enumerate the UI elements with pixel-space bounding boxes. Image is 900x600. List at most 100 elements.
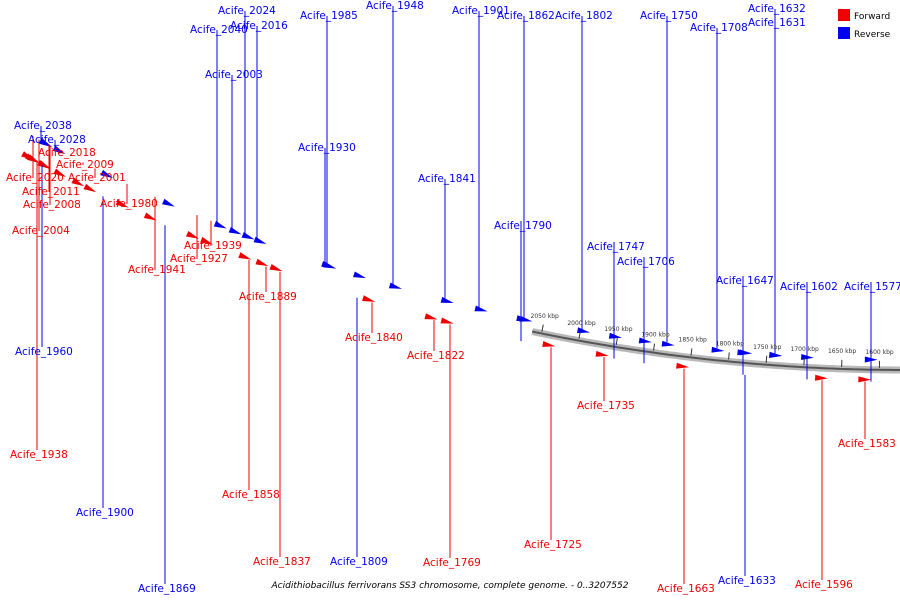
gene-label: Acife_1930 bbox=[298, 142, 356, 154]
gene-label: Acife_1750 bbox=[640, 10, 698, 22]
tick-label: 1600 kbp bbox=[865, 349, 893, 356]
gene-label: Acife_1822 bbox=[407, 350, 465, 362]
forward-gene-arrow bbox=[143, 212, 157, 221]
gene-label: Acife_1980 bbox=[100, 198, 158, 210]
tick-mark bbox=[690, 348, 693, 356]
gene-label: Acife_1583 bbox=[838, 438, 896, 450]
tick-label: 2050 kbp bbox=[531, 313, 559, 320]
reverse-gene-arrow bbox=[353, 271, 367, 279]
gene-label: Acife_1647 bbox=[716, 275, 774, 287]
forward-gene-arrow bbox=[362, 295, 376, 302]
forward-gene-arrow bbox=[814, 374, 828, 381]
gene-label: Acife_1632 bbox=[748, 3, 806, 15]
reverse-gene-arrow bbox=[661, 340, 675, 347]
tick-label: 1800 kbp bbox=[716, 341, 744, 348]
gene-label: Acife_1948 bbox=[366, 0, 424, 12]
legend: Forward Reverse bbox=[838, 9, 891, 40]
gene-label: Acife_1577 bbox=[844, 281, 900, 293]
tick-label: 1700 kbp bbox=[791, 346, 819, 353]
forward-gene-arrow bbox=[38, 160, 51, 170]
gene-label: Acife_1927 bbox=[170, 253, 228, 265]
tick-mark bbox=[541, 324, 544, 332]
tick-mark bbox=[578, 331, 581, 339]
gene-label: Acife_2016 bbox=[230, 20, 288, 32]
forward-gene-arrow bbox=[440, 317, 454, 324]
gene-label: Acife_1706 bbox=[617, 256, 675, 268]
gene-label: Acife_2004 bbox=[12, 225, 70, 237]
reverse-gene-arrow bbox=[739, 349, 753, 356]
gene-label: Acife_1747 bbox=[587, 241, 645, 253]
gene-label: Acife_2038 bbox=[14, 120, 72, 132]
forward-gene-arrow bbox=[238, 252, 252, 260]
gene-label: Acife_1960 bbox=[15, 346, 73, 358]
forward-gene-arrow bbox=[595, 350, 609, 357]
reverse-gene-arrow bbox=[388, 282, 402, 289]
forward-gene-arrow bbox=[200, 236, 214, 245]
gene-label: Acife_1596 bbox=[795, 579, 853, 591]
gene-label: Acife_1841 bbox=[418, 173, 476, 185]
gene-label: Acife_1862 bbox=[497, 10, 555, 22]
reverse-gene-arrow bbox=[711, 346, 725, 353]
gene-label: Acife_1900 bbox=[76, 507, 134, 519]
reverse-gene-arrow bbox=[576, 327, 591, 334]
legend-label-reverse: Reverse bbox=[854, 30, 891, 40]
tick-label: 1750 kbp bbox=[753, 344, 781, 351]
reverse-gene-arrow bbox=[241, 232, 255, 240]
reverse-gene-arrow bbox=[52, 145, 66, 155]
gene-label: Acife_1869 bbox=[138, 583, 196, 595]
gene-label: Acife_1941 bbox=[128, 264, 186, 276]
gene-label: Acife_2040 bbox=[190, 24, 248, 36]
gene-label: Acife_1631 bbox=[748, 17, 806, 29]
forward-gene-arrow bbox=[858, 376, 872, 383]
gene-label: Acife_2024 bbox=[218, 5, 276, 17]
gene-label: Acife_2003 bbox=[205, 69, 263, 81]
gene-label: Acife_2009 bbox=[56, 159, 114, 171]
gene-label: Acife_2008 bbox=[23, 199, 81, 211]
legend-swatch-reverse bbox=[838, 27, 850, 39]
tick-label: 1650 kbp bbox=[828, 348, 856, 355]
forward-gene-arrow bbox=[542, 340, 556, 347]
gene-label: Acife_2011 bbox=[22, 186, 80, 198]
reverse-gene-arrow bbox=[100, 169, 114, 179]
gene-label: Acife_2001 bbox=[68, 172, 126, 184]
reverse-gene-arrow bbox=[213, 220, 227, 229]
kbp-ticks: 2050 kbp 2000 kbp 1950 kbp 1900 kbp 1850 kbp… bbox=[531, 313, 894, 368]
gene-label: Acife_1809 bbox=[330, 556, 388, 568]
gene-labels: Acife_2040 Acife_2024 Acife_2016 Acife_2003… bbox=[6, 0, 900, 595]
tick-mark bbox=[653, 343, 656, 351]
reverse-gene-arrow bbox=[440, 296, 454, 303]
reverse-gene-arrow bbox=[769, 351, 783, 358]
gene-label: Acife_1769 bbox=[423, 557, 481, 569]
tick-mark bbox=[765, 355, 768, 363]
gene-label: Acife_1840 bbox=[345, 332, 403, 344]
gene-label: Acife_1889 bbox=[239, 291, 297, 303]
gene-label: Acife_1901 bbox=[452, 5, 510, 17]
reverse-gene-arrow bbox=[638, 337, 652, 344]
gene-label: Acife_1725 bbox=[524, 539, 582, 551]
reverse-gene-arrow bbox=[162, 198, 175, 207]
gene-label: Acife_1938 bbox=[10, 449, 68, 461]
backbone-line bbox=[531, 330, 900, 371]
forward-gene-arrow bbox=[676, 362, 690, 369]
tick-label: 1950 kbp bbox=[604, 326, 632, 333]
gene-label: Acife_1858 bbox=[222, 489, 280, 501]
chromosome-backbone bbox=[531, 328, 900, 374]
reverse-gene-arrow bbox=[608, 332, 622, 339]
forward-gene-arrow bbox=[71, 177, 85, 187]
gene-label: Acife_2020 bbox=[6, 172, 64, 184]
legend-swatch-forward bbox=[838, 9, 850, 21]
tick-mark bbox=[615, 337, 618, 346]
reverse-gene-arrow bbox=[228, 226, 242, 235]
tick-label: 1850 kbp bbox=[679, 337, 707, 344]
map-title: Acidithiobacillus ferrivorans SS3 chromo… bbox=[271, 581, 629, 591]
tick-mark bbox=[728, 352, 730, 360]
forward-gene-arrow bbox=[25, 153, 38, 163]
forward-gene-arrow bbox=[255, 258, 269, 267]
gene-label: Acife_1633 bbox=[718, 575, 776, 587]
forward-gene-arrow bbox=[186, 231, 200, 239]
reverse-gene-arrow bbox=[516, 315, 530, 321]
forward-gene-arrow bbox=[424, 313, 438, 320]
gene-label: Acife_1602 bbox=[780, 281, 838, 293]
gene-label: Acife_1790 bbox=[494, 220, 552, 232]
